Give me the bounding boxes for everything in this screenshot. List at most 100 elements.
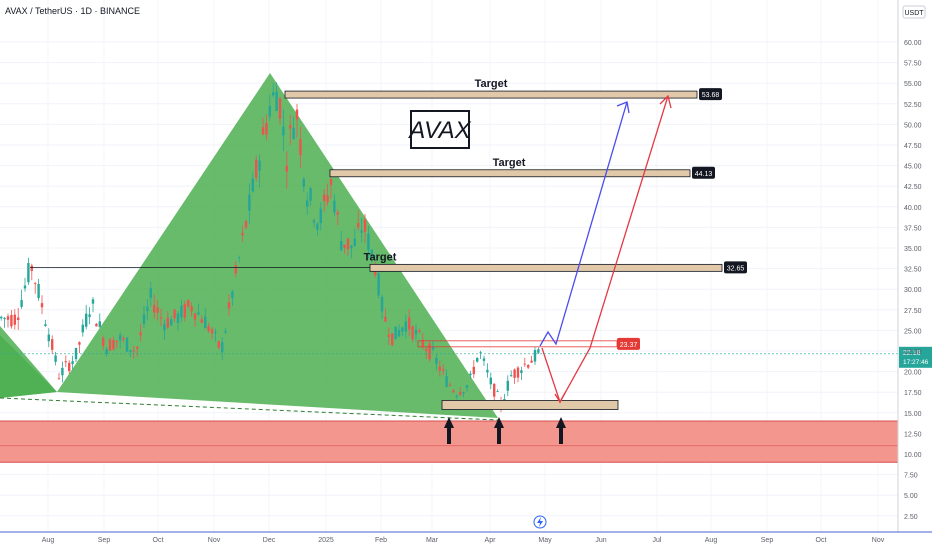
candle-up [316, 223, 319, 230]
candle-up [350, 245, 353, 249]
candle-down [357, 223, 360, 228]
candle-up [105, 349, 108, 355]
candle-up [533, 349, 537, 362]
candle-down [387, 334, 390, 337]
candle-up [23, 285, 27, 289]
y-tick-label: 57.50 [904, 61, 922, 68]
candle-up [482, 358, 486, 361]
target-label: Target [364, 251, 397, 263]
candle-up [20, 299, 23, 307]
pattern-triangle-main [57, 73, 498, 418]
current-price-badge[interactable] [899, 346, 932, 368]
candle-down [34, 283, 37, 284]
candle-up [510, 375, 513, 377]
x-tick-label: Jul [653, 537, 662, 544]
time-axis[interactable]: Aug Sep Oct Nov Dec 2025 Feb Mar Apr May Jun Jul Aug… [42, 537, 885, 544]
candle-down [493, 383, 496, 397]
candle-down [265, 123, 268, 135]
current-price-countdown: 17:27:46 [903, 359, 929, 366]
candle-up [85, 313, 88, 327]
candle-down [102, 337, 105, 346]
y-tick-label: 45.00 [904, 164, 922, 171]
candle-down [139, 332, 142, 336]
x-tick-label: Nov [208, 537, 221, 544]
candle-down [122, 338, 125, 340]
candle-down [363, 219, 367, 232]
y-tick-label: 35.00 [904, 246, 922, 253]
candle-down [217, 341, 220, 348]
x-tick-label: Apr [485, 537, 497, 544]
candle-down [323, 194, 326, 202]
candle-down [411, 326, 414, 340]
candle-up [176, 313, 180, 323]
y-tick-label: 25.00 [904, 328, 922, 335]
level-badge-value: 23.37 [620, 342, 638, 349]
y-tick-label: 40.00 [904, 205, 922, 212]
candle-up [71, 361, 74, 365]
candle-down [227, 302, 231, 309]
candle-down [244, 221, 248, 228]
x-tick-label: Aug [705, 537, 718, 544]
target-label: Target [475, 78, 508, 90]
candle-up [370, 249, 373, 258]
candle-down [459, 391, 462, 395]
level-badge-value: 44.13 [695, 171, 713, 178]
candle-up [142, 314, 146, 324]
level-badge-value: 53.68 [702, 92, 720, 99]
candle-down [207, 326, 210, 331]
candle-up [312, 220, 316, 223]
candle-down [299, 139, 302, 156]
candle-up [360, 230, 363, 233]
candle-up [125, 337, 129, 352]
projection-arrows [539, 94, 672, 404]
candle-up [445, 376, 448, 387]
candle-up [224, 331, 227, 333]
y-tick-label: 47.50 [904, 143, 922, 150]
currency-badge[interactable] [902, 5, 926, 19]
candle-down [234, 265, 237, 274]
candle-up [455, 396, 458, 397]
candle-down [425, 348, 428, 352]
candle-up [3, 317, 6, 320]
candle-up [119, 335, 122, 341]
level-badge[interactable] [617, 337, 640, 350]
y-tick-label: 10.00 [904, 452, 922, 459]
candle-down [112, 340, 115, 350]
x-tick-label: Sep [98, 537, 111, 544]
base-zone [441, 400, 619, 410]
x-tick-label: Nov [872, 537, 885, 544]
candle-down [346, 238, 350, 250]
candle-down [278, 98, 282, 119]
level-badge[interactable] [692, 166, 715, 179]
candle-up [251, 178, 254, 192]
y-tick-label: 55.00 [904, 81, 922, 88]
candle-up [401, 327, 404, 332]
candle-up [231, 291, 234, 299]
symbol-title[interactable]: AVAX / TetherUS · 1D · BINANCE [5, 6, 140, 16]
candle-down [156, 307, 159, 313]
price-axis[interactable]: 2.50 5.00 7.50 10.00 12.50 15.00 17.50 20.00 22.… [904, 40, 922, 521]
lightning-glyph [537, 517, 543, 527]
candle-down [10, 314, 13, 327]
level-badge[interactable] [699, 88, 722, 101]
candle-down [295, 109, 299, 120]
candle-up [27, 263, 30, 283]
red-projection-path [541, 95, 669, 404]
candle-down [108, 339, 112, 351]
harmonic-pattern [0, 73, 499, 421]
candle-down [30, 265, 33, 271]
y-tick-label: 30.00 [904, 287, 922, 294]
candle-up [340, 241, 343, 251]
y-tick-label: 22.50 [904, 349, 922, 356]
candle-up [204, 316, 207, 329]
candle-up [149, 288, 152, 298]
candle-up [431, 346, 435, 350]
level-badge[interactable] [724, 261, 747, 274]
y-tick-label: 42.50 [904, 184, 922, 191]
bottom-marker-arrow [556, 417, 566, 444]
candle-up [394, 326, 397, 340]
target-levels: Target 53.68 Target 44.13 Target 32.65 23.37 [30, 78, 747, 410]
candle-down [442, 369, 445, 371]
candle-up [272, 92, 275, 96]
